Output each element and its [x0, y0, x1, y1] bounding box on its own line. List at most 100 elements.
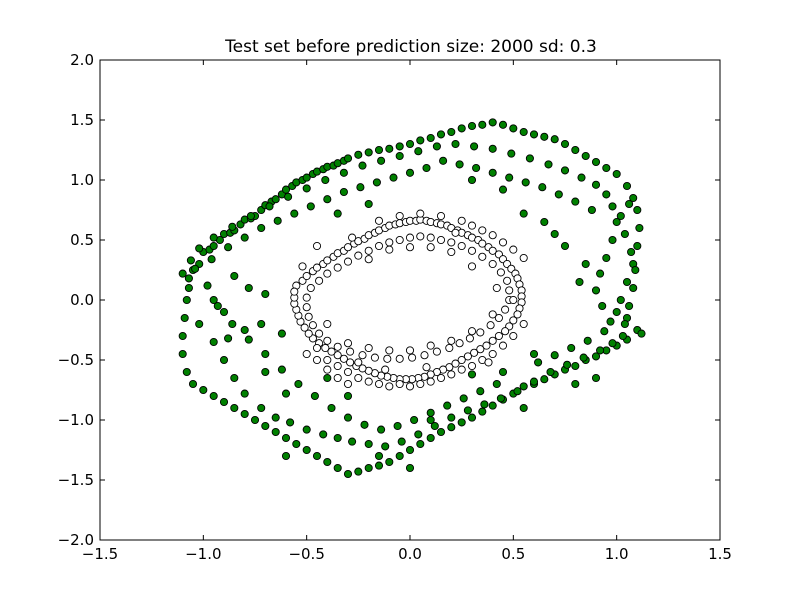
point-outer [633, 241, 642, 251]
point-outer [529, 377, 539, 386]
point-inner [509, 245, 518, 254]
y-tick-label: −1.0 [58, 411, 94, 429]
point-outer [286, 418, 295, 427]
point-inner [308, 321, 317, 330]
point-inner [416, 232, 425, 241]
point-outer [498, 185, 508, 194]
point-inner [447, 238, 456, 247]
point-outer [354, 467, 363, 476]
point-outer [405, 168, 415, 177]
point-inner [467, 221, 477, 230]
point-outer [540, 217, 549, 227]
point-inner [385, 346, 394, 355]
point-inner [463, 352, 472, 361]
point-inner [312, 263, 322, 272]
point-inner [451, 359, 460, 368]
point-outer [612, 217, 621, 227]
point-outer [560, 139, 570, 149]
point-inner [494, 313, 503, 323]
point-outer [467, 121, 477, 131]
point-inner [374, 216, 384, 225]
point-outer [498, 120, 508, 129]
point-outer [467, 413, 477, 422]
point-outer [476, 387, 485, 396]
point-inner [302, 271, 311, 281]
point-inner [436, 373, 446, 383]
point-inner [302, 293, 311, 302]
point-outer [538, 183, 547, 192]
x-tick-label: −0.5 [288, 545, 324, 563]
point-outer [188, 379, 198, 389]
point-outer [534, 358, 543, 367]
point-outer [178, 331, 187, 341]
point-inner [323, 256, 332, 265]
point-inner [333, 351, 342, 360]
point-outer [195, 319, 204, 329]
point-outer [339, 168, 348, 177]
point-inner [447, 370, 456, 379]
point-outer [637, 329, 646, 338]
point-inner [385, 238, 394, 247]
point-outer [488, 401, 497, 410]
point-outer [377, 156, 386, 165]
point-outer [602, 190, 611, 199]
point-outer [360, 420, 369, 429]
point-outer [608, 202, 617, 211]
point-outer [261, 349, 270, 359]
point-outer [625, 199, 634, 209]
point-inner [354, 251, 363, 260]
point-inner [432, 347, 441, 356]
point-outer [281, 389, 291, 398]
point-inner [346, 347, 355, 356]
point-outer [519, 382, 528, 391]
point-outer [261, 421, 270, 431]
point-outer [513, 387, 522, 396]
point-outer [209, 391, 218, 401]
point-outer [240, 389, 249, 398]
point-outer [571, 379, 580, 389]
point-outer [521, 178, 530, 187]
point-outer [618, 331, 627, 341]
point-inner [354, 358, 363, 367]
point-inner [455, 339, 464, 348]
point-inner [300, 323, 309, 332]
point-inner [476, 328, 485, 337]
point-inner [321, 343, 330, 353]
point-outer [281, 451, 291, 461]
point-inner [422, 363, 431, 372]
point-outer [550, 351, 559, 360]
point-outer [343, 391, 353, 401]
point-inner [323, 269, 332, 278]
y-tick-label: −0.5 [58, 351, 94, 369]
point-outer [186, 256, 195, 265]
point-outer [343, 154, 353, 163]
point-inner [290, 287, 299, 296]
point-inner [298, 262, 307, 271]
point-outer [598, 301, 607, 311]
point-outer [571, 361, 580, 371]
point-inner [385, 245, 394, 254]
point-outer [191, 264, 200, 273]
y-tick-label: −1.5 [58, 471, 94, 489]
point-outer [447, 127, 456, 137]
x-axis: −1.5 −1.0 −0.5 0.0 0.5 1.0 1.5 [82, 60, 732, 563]
x-tick-label: 0.5 [501, 545, 525, 563]
point-outer [246, 211, 255, 221]
point-outer [467, 175, 477, 185]
point-outer [377, 425, 386, 434]
point-outer [581, 259, 590, 269]
point-inner [445, 343, 454, 353]
point-inner [374, 379, 384, 389]
point-outer [273, 216, 282, 225]
point-outer [354, 150, 363, 159]
point-outer [430, 421, 439, 431]
point-outer [321, 175, 330, 185]
point-outer [294, 379, 303, 389]
point-outer [470, 142, 479, 151]
point-inner [339, 354, 348, 363]
point-outer [414, 147, 423, 156]
point-outer [426, 415, 435, 425]
point-outer [323, 195, 332, 204]
